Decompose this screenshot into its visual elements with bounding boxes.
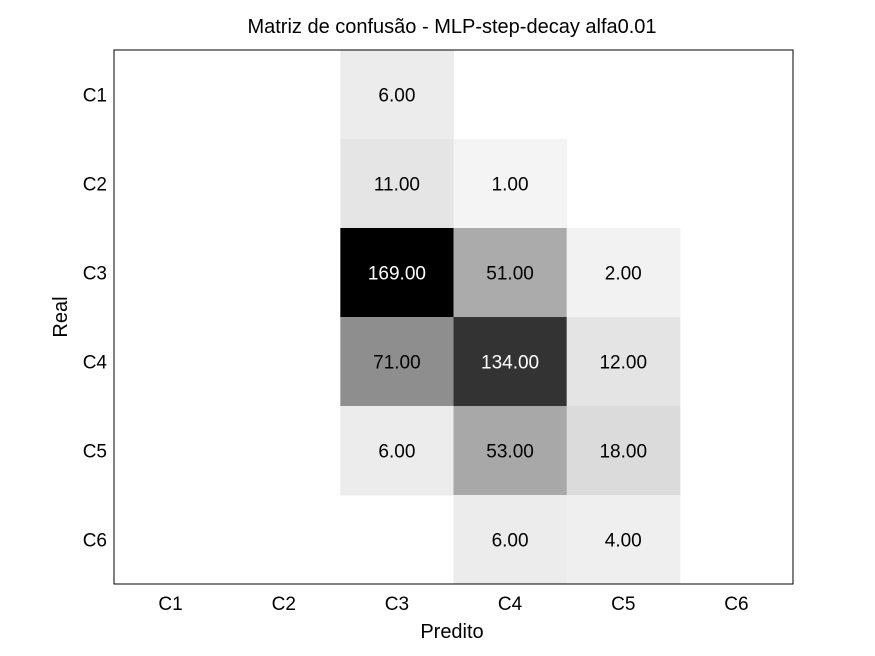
heatmap-cell-C5-C5 bbox=[566, 406, 681, 496]
x-axis-label: Predito bbox=[420, 621, 483, 643]
heatmap-cell-C6-C5 bbox=[566, 495, 681, 585]
heatmap-cell-C5-C3 bbox=[340, 406, 454, 496]
heatmap-cell-C6-C4 bbox=[453, 495, 568, 585]
cell-value-label-C5-C5: 18.00 bbox=[599, 442, 647, 463]
cell-value-label-C4-C5: 12.00 bbox=[599, 353, 647, 374]
cell-value-label-C2-C3: 11.00 bbox=[374, 175, 420, 196]
y-tick-label-C1: C1 bbox=[83, 86, 107, 107]
x-tick-label-C2: C2 bbox=[272, 594, 296, 615]
cell-value-label-C1-C3: 6.00 bbox=[378, 86, 415, 107]
y-tick-label-C2: C2 bbox=[83, 175, 107, 196]
heatmap-cell-C4-C4 bbox=[453, 317, 568, 407]
heatmap-cell-C3-C4 bbox=[453, 228, 568, 318]
x-tick-label-C1: C1 bbox=[158, 594, 182, 615]
heatmap-cell-C2-C3 bbox=[340, 139, 454, 229]
cell-value-label-C3-C5: 2.00 bbox=[605, 264, 642, 285]
heatmap-cell-C4-C5 bbox=[566, 317, 681, 407]
cell-value-label-C4-C3: 71.00 bbox=[373, 353, 421, 374]
y-tick-label-C4: C4 bbox=[83, 353, 108, 374]
heatmap-cell-C5-C4 bbox=[453, 406, 568, 496]
y-tick-label-C3: C3 bbox=[83, 264, 107, 285]
cell-value-label-C5-C3: 6.00 bbox=[378, 442, 415, 463]
cell-value-label-C3-C4: 51.00 bbox=[486, 264, 534, 285]
y-tick-label-C6: C6 bbox=[83, 531, 107, 552]
x-tick-label-C3: C3 bbox=[385, 594, 409, 615]
heatmap-cells: 6.00 11.00 1.00 169.00 51.00 2.00 71.00 134.00 1… bbox=[340, 50, 681, 585]
x-tick-label-C5: C5 bbox=[611, 594, 635, 615]
x-tick-labels: C1 C2 C3 C4 C5 C6 bbox=[158, 594, 748, 615]
y-tick-labels: C1 C2 C3 C4 C5 C6 bbox=[83, 86, 108, 552]
heatmap-cell-C2-C4 bbox=[453, 139, 568, 229]
cell-value-label-C3-C3: 169.00 bbox=[368, 264, 426, 285]
heatmap-cell-C1-C3 bbox=[340, 50, 454, 140]
y-axis-label: Real bbox=[50, 296, 72, 337]
cell-value-label-C6-C4: 6.00 bbox=[492, 531, 529, 552]
heatmap-cell-C4-C3 bbox=[340, 317, 454, 407]
cell-value-label-C6-C5: 4.00 bbox=[605, 531, 642, 552]
cell-value-label-C2-C4: 1.00 bbox=[492, 175, 529, 196]
cell-value-label-C5-C4: 53.00 bbox=[486, 442, 534, 463]
heatmap-cell-C3-C5 bbox=[566, 228, 681, 318]
chart-title: Matriz de confusão - MLP-step-decay alfa… bbox=[247, 16, 656, 38]
plot-frame bbox=[113, 49, 794, 585]
x-tick-label-C4: C4 bbox=[498, 594, 523, 615]
y-tick-label-C5: C5 bbox=[83, 442, 107, 463]
x-tick-label-C6: C6 bbox=[724, 594, 748, 615]
heatmap-cell-C3-C3 bbox=[340, 228, 454, 318]
cell-value-label-C4-C4: 134.00 bbox=[481, 353, 539, 374]
